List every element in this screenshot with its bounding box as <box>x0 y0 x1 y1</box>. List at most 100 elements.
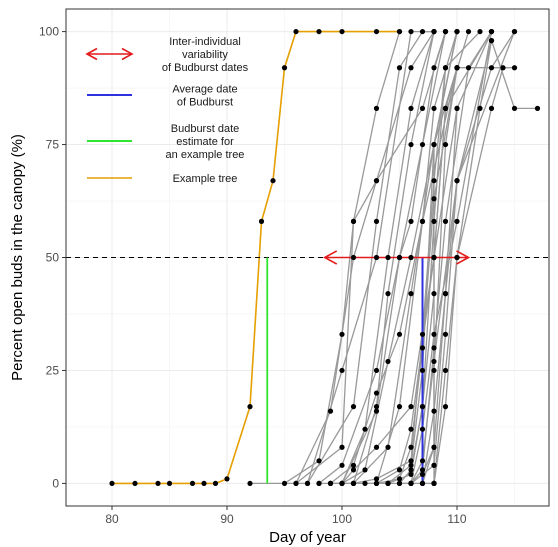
tree-data-point <box>316 458 322 464</box>
example-tree-point <box>373 28 380 35</box>
example-tree-point <box>109 480 115 487</box>
example-tree-point <box>281 65 288 71</box>
tree-data-point <box>454 105 460 111</box>
y-axis: 0 25 50 75 100 <box>39 25 66 490</box>
tree-data-point <box>431 480 437 487</box>
tree-data-point <box>442 65 449 71</box>
tree-data-point <box>431 254 437 261</box>
tree-data-point <box>327 408 334 414</box>
tree-series-line <box>318 31 447 484</box>
x-axis-title: Day of year <box>269 529 346 546</box>
y-tick-label: 25 <box>46 363 60 377</box>
tree-data-point <box>419 404 426 410</box>
tree-series-line <box>295 31 435 484</box>
tree-data-point <box>442 367 449 374</box>
x-axis: 80 90 100 110 <box>105 506 467 526</box>
tree-data-point <box>419 345 426 351</box>
tree-data-point <box>442 291 449 297</box>
tree-data-point <box>362 480 368 487</box>
tree-data-point <box>431 358 437 365</box>
tree-data-point <box>442 404 449 410</box>
tree-data-point <box>500 65 506 71</box>
tree-data-point <box>431 291 437 297</box>
tree-data-point <box>362 426 368 432</box>
tree-data-point <box>373 404 380 410</box>
tree-data-point <box>431 105 437 111</box>
tree-data-point <box>419 480 426 487</box>
tree-data-point <box>431 218 437 224</box>
legend-key-variability-head-left <box>85 47 98 61</box>
tree-data-point <box>419 331 426 337</box>
tree-data-point <box>408 65 414 71</box>
variability-arrow-head-left <box>323 250 338 265</box>
legend-item-example: Example tree <box>87 173 237 185</box>
tree-data-point <box>408 467 414 473</box>
tree-data-point <box>339 367 345 374</box>
tree-data-point <box>350 480 357 487</box>
y-tick-label: 75 <box>46 138 60 152</box>
tree-data-point <box>454 65 460 71</box>
tree-data-point <box>511 105 518 111</box>
tree-data-point <box>454 178 460 184</box>
tree-data-point <box>396 331 403 337</box>
variability-arrow-head-right <box>456 250 471 265</box>
tree-data-point <box>293 480 299 487</box>
legend-label-estimate: estimate for <box>176 136 234 148</box>
y-axis-title: Percent open buds in the canopy (%) <box>9 134 26 381</box>
tree-data-point <box>373 408 380 414</box>
tree-data-point <box>511 28 518 35</box>
tree-data-point <box>419 141 426 148</box>
tree-data-point <box>431 444 437 450</box>
tree-data-point <box>442 218 449 224</box>
example-tree-point <box>270 178 276 184</box>
tree-data-point <box>419 367 426 374</box>
x-tick-label: 100 <box>332 512 352 526</box>
legend-key-variability <box>85 47 134 61</box>
tree-data-point <box>511 65 518 71</box>
tree-data-point <box>442 28 449 35</box>
tree-data-point <box>408 141 414 148</box>
y-tick-label: 0 <box>52 476 59 490</box>
tree-data-point <box>465 65 472 71</box>
legend-label-average: Average date <box>172 84 237 96</box>
tree-data-point <box>373 444 380 450</box>
tree-data-point <box>350 462 357 468</box>
tree-data-point <box>373 367 380 374</box>
example-tree-point <box>212 480 219 487</box>
tree-series-line <box>341 31 447 484</box>
tree-data-point <box>419 471 426 477</box>
tree-data-point <box>385 291 391 297</box>
tree-data-point <box>442 141 449 148</box>
tree-data-point <box>488 105 495 111</box>
tree-data-point <box>477 28 483 35</box>
tree-data-point <box>408 480 414 487</box>
tree-data-point <box>408 28 414 35</box>
x-tick-label: 80 <box>105 512 119 526</box>
tree-data-point <box>373 254 380 261</box>
tree-data-point <box>431 65 437 71</box>
tree-data-point <box>431 28 437 35</box>
tree-series-line <box>295 31 447 484</box>
plot-panel <box>65 8 550 507</box>
tree-data-point <box>408 462 414 468</box>
tree-data-point <box>396 467 403 473</box>
tree-data-point <box>396 65 403 71</box>
tree-data-point <box>408 426 414 432</box>
tree-data-point <box>408 291 414 297</box>
tree-data-point <box>454 218 460 224</box>
tree-data-point <box>442 331 449 337</box>
tree-data-point <box>339 480 345 487</box>
tree-data-point <box>373 178 380 184</box>
tree-data-point <box>350 218 357 224</box>
tree-data-point <box>327 480 334 487</box>
tree-data-point <box>362 467 368 473</box>
tree-data-point <box>385 254 391 261</box>
data-points <box>109 28 541 487</box>
variability-arrow <box>323 250 471 265</box>
y-tick-label: 100 <box>39 25 59 39</box>
tree-data-point <box>304 480 311 487</box>
